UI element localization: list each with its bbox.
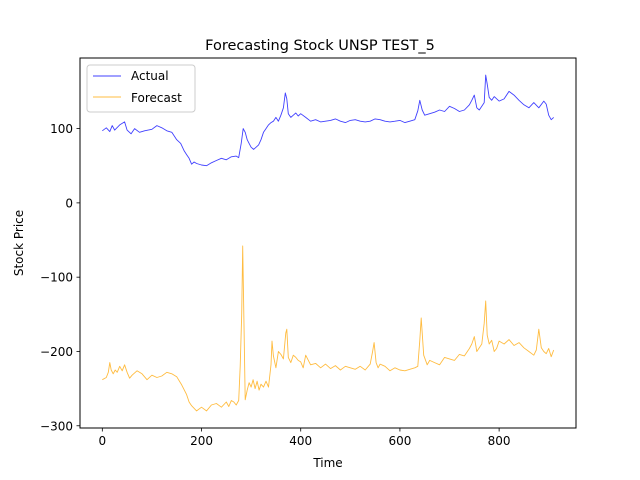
series-line-actual bbox=[102, 74, 555, 167]
legend: Actual Forecast bbox=[86, 64, 196, 113]
plot-area-border bbox=[79, 57, 577, 429]
y-tick-label: −300 bbox=[40, 419, 73, 433]
y-tick-label: 100 bbox=[50, 122, 73, 136]
y-tick-label: −200 bbox=[40, 345, 73, 359]
legend-label-actual: Actual bbox=[131, 69, 169, 83]
x-tick-label: 200 bbox=[190, 434, 213, 448]
x-tick-label: 400 bbox=[289, 434, 312, 448]
plot-content bbox=[102, 74, 555, 412]
x-tick-label: 600 bbox=[388, 434, 411, 448]
y-tick-label: 0 bbox=[65, 196, 73, 210]
x-tick-label: 800 bbox=[488, 434, 511, 448]
series-line-forecast bbox=[102, 245, 555, 412]
x-tick-label: 0 bbox=[98, 434, 106, 448]
legend-label-forecast: Forecast bbox=[131, 91, 182, 105]
chart-title: Forecasting Stock UNSP TEST_5 bbox=[205, 38, 435, 54]
y-axis-label: Stock Price bbox=[12, 210, 26, 276]
axes-frame bbox=[79, 57, 577, 429]
x-axis-label: Time bbox=[312, 456, 342, 470]
y-tick-label: −100 bbox=[40, 271, 73, 285]
legend-frame bbox=[86, 64, 196, 113]
